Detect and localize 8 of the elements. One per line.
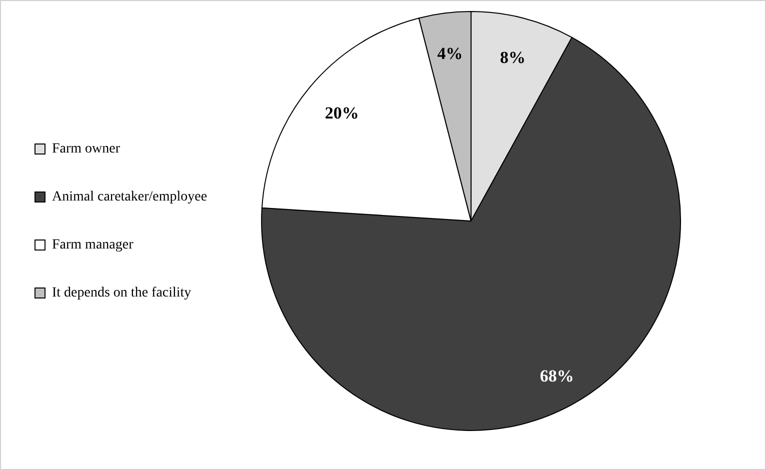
legend-label: Farm owner — [52, 142, 120, 157]
data-label: 20% — [324, 104, 359, 123]
data-label: 4% — [437, 44, 463, 64]
legend-label: Animal caretaker/employee — [52, 190, 208, 205]
data-label: 8% — [500, 48, 526, 68]
data-label: 68% — [540, 366, 574, 386]
legend-label: Farm manager — [52, 238, 134, 253]
legend-label: It depends on the facility — [52, 286, 192, 301]
